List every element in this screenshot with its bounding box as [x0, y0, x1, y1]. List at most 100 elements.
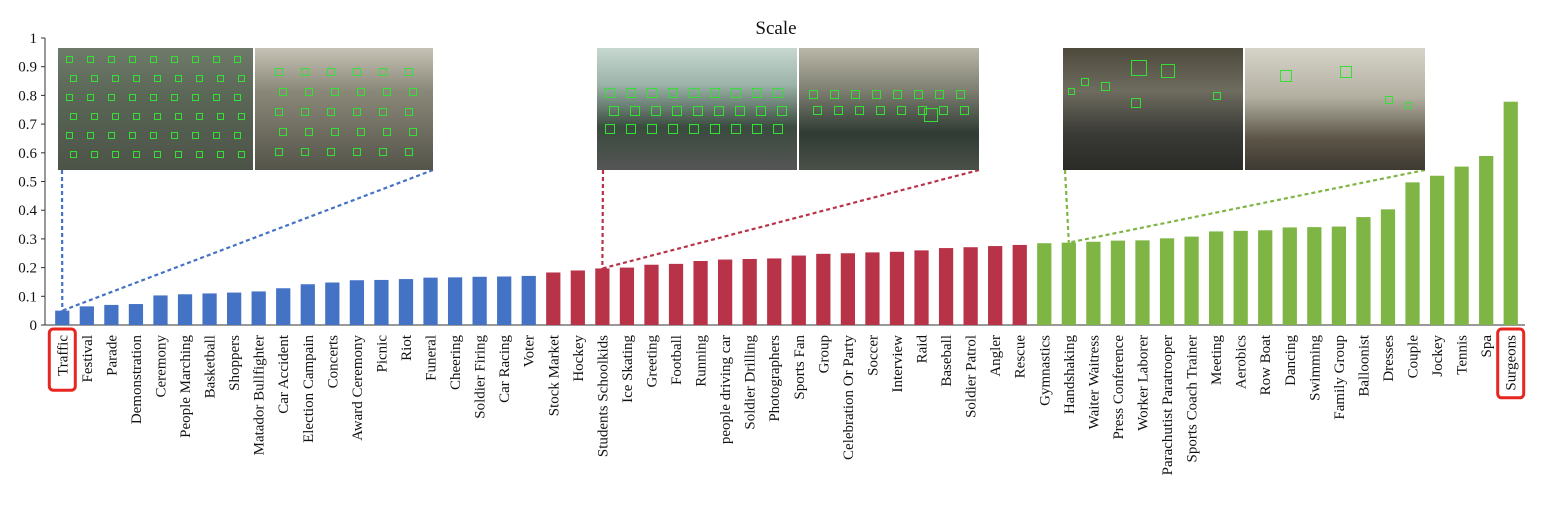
face-box	[175, 113, 182, 120]
y-tick-label: 0.9	[18, 60, 37, 76]
x-tick-label: Couple	[1406, 335, 1422, 379]
face-box	[129, 94, 136, 101]
x-tick-label: Dresses	[1381, 335, 1397, 382]
face-box	[1213, 92, 1221, 100]
face-box	[383, 128, 391, 136]
x-tick-label: Baseball	[939, 335, 955, 387]
bar-rescue	[1012, 244, 1027, 325]
x-tick-label: Soldier Patrol	[964, 335, 980, 418]
x-tick-label: Aerobics	[1234, 335, 1250, 389]
x-tick-label: Basketball	[203, 335, 219, 398]
face-box	[668, 88, 678, 98]
face-box	[1340, 66, 1352, 78]
x-tick-label: Row Boat	[1258, 334, 1274, 395]
face-box	[305, 128, 313, 136]
connector-left	[1063, 169, 1070, 243]
bar-soldier-patrol	[963, 247, 978, 325]
face-box	[192, 132, 199, 139]
face-box	[150, 94, 157, 101]
face-box	[353, 68, 361, 76]
y-tick-label: 1	[30, 31, 38, 47]
face-box	[331, 88, 339, 96]
face-box	[275, 148, 283, 156]
x-tick-label: Parachutist Paratrooper	[1160, 335, 1176, 475]
highlight-box-traffic	[47, 327, 77, 392]
face-box	[357, 88, 365, 96]
bar-tennis	[1454, 166, 1469, 325]
x-tick-label: Swimming	[1307, 335, 1323, 401]
bar-photographers	[767, 258, 782, 325]
bar-hockey	[570, 270, 585, 325]
bar-interview	[889, 251, 905, 325]
face-box	[1081, 78, 1089, 86]
x-tick-label: Funeral	[424, 335, 440, 381]
connector-right	[61, 168, 434, 312]
face-box	[234, 56, 241, 63]
x-tick-label: Festival	[80, 335, 96, 383]
x-tick-label: Sports Coach Trainer	[1185, 335, 1201, 463]
y-tick-label: 0.5	[18, 175, 37, 191]
face-box	[647, 88, 657, 98]
y-tick-label: 0.8	[18, 88, 37, 104]
bar-funeral	[423, 277, 438, 325]
face-box	[150, 56, 157, 63]
x-tick-label: Students Schoolkids	[595, 335, 611, 457]
connector-left	[601, 169, 605, 269]
bar-festival	[79, 306, 94, 325]
bar-soccer	[865, 252, 880, 325]
face-box	[175, 151, 182, 158]
face-box	[154, 113, 161, 120]
face-box	[91, 75, 98, 82]
face-box	[813, 106, 822, 115]
face-box	[238, 151, 245, 158]
face-box	[70, 151, 77, 158]
highlight-box-surgeons	[1496, 327, 1526, 400]
face-box	[924, 108, 938, 122]
face-box	[1280, 70, 1292, 82]
x-tick-label: Press Conference	[1111, 335, 1127, 440]
x-tick-label: Gymnastics	[1037, 335, 1053, 406]
bar-traffic	[55, 310, 70, 325]
x-tick-label: Cheering	[448, 335, 464, 390]
face-box	[108, 56, 115, 63]
bar-parachutist-paratrooper	[1159, 238, 1175, 325]
face-box	[809, 90, 818, 99]
face-box	[87, 56, 94, 63]
surgeons-photo	[1063, 48, 1243, 170]
bar-celebration-or-party	[840, 253, 855, 325]
x-tick-label: Handshaking	[1062, 335, 1078, 415]
x-tick-label: Ice Skating	[620, 335, 636, 403]
bar-running	[693, 261, 708, 325]
face-box	[1131, 60, 1147, 76]
face-box	[301, 68, 309, 76]
face-box	[87, 132, 94, 139]
bars	[55, 101, 1518, 326]
face-box	[851, 90, 860, 99]
x-tick-label: Concerts	[325, 335, 341, 388]
x-tick-label: Hockey	[571, 335, 587, 382]
face-box	[830, 90, 839, 99]
x-tick-label: Raid	[915, 335, 931, 364]
face-box	[301, 108, 309, 116]
face-box	[108, 94, 115, 101]
face-box	[213, 94, 220, 101]
face-box	[192, 56, 199, 63]
face-box	[1385, 96, 1393, 104]
x-tick-label: Celebration Or Party	[841, 335, 857, 460]
face-box	[213, 132, 220, 139]
bar-people-marching	[177, 294, 193, 325]
bar-spa	[1479, 155, 1494, 325]
face-box	[731, 88, 741, 98]
face-box	[66, 56, 73, 63]
face-box	[353, 148, 361, 156]
face-box	[668, 124, 678, 134]
face-box	[752, 88, 762, 98]
x-tick-label: Surgeons	[1504, 335, 1520, 391]
x-tick-label: Dancing	[1283, 335, 1299, 386]
face-box	[112, 113, 119, 120]
face-box	[672, 106, 682, 116]
bar-raid	[914, 250, 929, 325]
face-box	[279, 88, 287, 96]
x-tick-label: Voter	[522, 335, 538, 367]
face-box	[405, 108, 413, 116]
